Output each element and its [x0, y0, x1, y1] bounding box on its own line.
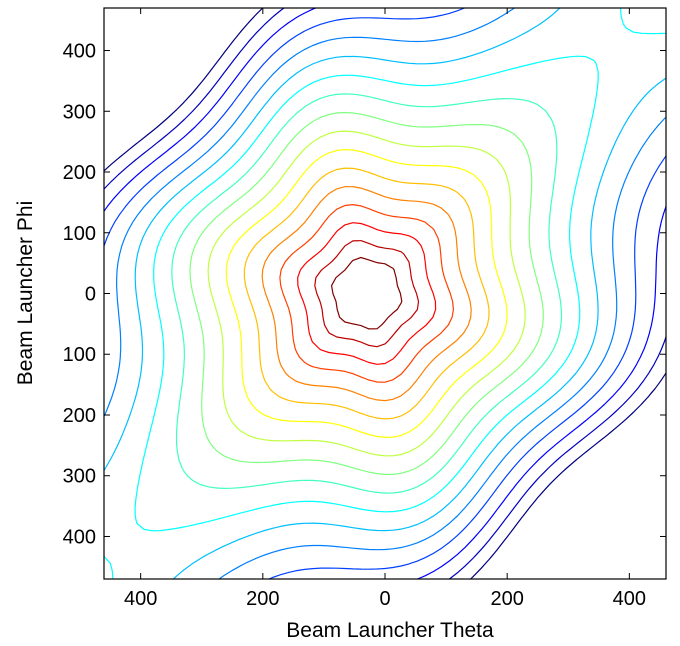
x-tick-label: 400 — [124, 588, 157, 610]
contour-line — [103, 7, 667, 580]
contour-line — [171, 93, 563, 494]
x-tick-label: 0 — [379, 588, 390, 610]
x-tick-label: 400 — [613, 588, 646, 610]
y-tick-label: 300 — [63, 466, 96, 488]
contour-line — [103, 7, 667, 580]
contour-line — [279, 204, 454, 383]
y-tick-label: 400 — [63, 526, 96, 548]
x-axis-ticks: 400 200 0 200 400 — [124, 8, 646, 610]
contour-lines — [103, 7, 667, 580]
x-axis-title: Beam Launcher Theta — [286, 619, 494, 642]
contour-line — [261, 186, 472, 402]
y-axis-title: Beam Launcher Phi — [14, 201, 37, 385]
contour-line — [331, 256, 403, 330]
contour-line — [297, 222, 437, 365]
contour-line — [103, 7, 667, 580]
contour-line — [243, 167, 490, 420]
y-tick-label: 0 — [85, 284, 96, 306]
contour-line — [103, 7, 667, 580]
y-tick-label: 300 — [63, 101, 96, 123]
y-axis-ticks: 400 300 200 100 0 100 200 300 400 — [63, 41, 666, 548]
contour-line — [103, 7, 667, 580]
y-tick-label: 100 — [63, 223, 96, 245]
y-tick-label: 200 — [63, 162, 96, 184]
contour-line — [103, 7, 667, 580]
x-tick-label: 200 — [246, 588, 279, 610]
contour-line — [189, 111, 544, 475]
contour-line — [225, 149, 508, 438]
contour-line — [207, 130, 526, 457]
contour-line — [103, 7, 667, 580]
y-tick-label: 200 — [63, 405, 96, 427]
y-tick-label: 400 — [63, 41, 96, 63]
y-tick-label: 100 — [63, 344, 96, 366]
contour-line — [314, 240, 420, 348]
x-tick-label: 200 — [490, 588, 523, 610]
